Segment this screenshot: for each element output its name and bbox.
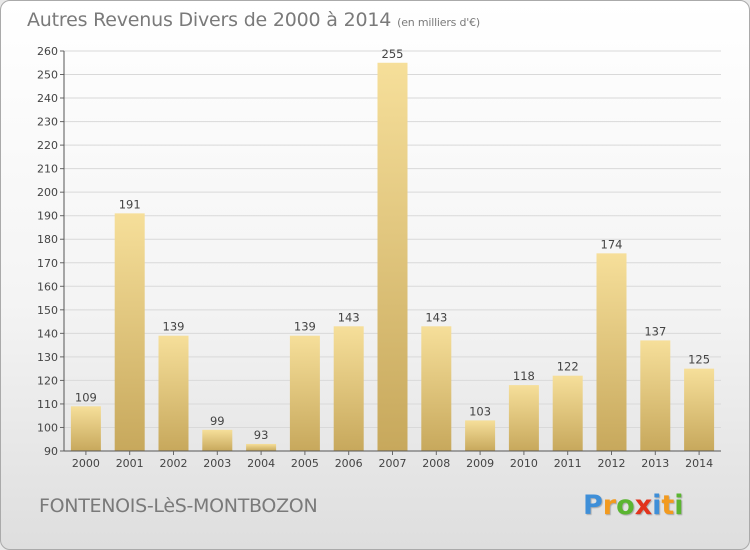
bar-2006 — [333, 326, 364, 451]
value-label-2008: 143 — [425, 310, 447, 324]
logo-letter: t — [661, 490, 675, 521]
y-tick-label: 180 — [37, 233, 58, 246]
x-tick-label-2011: 2011 — [554, 457, 582, 470]
bar-2001 — [114, 213, 145, 451]
logo-letter: o — [616, 490, 635, 521]
bar-2014 — [684, 368, 715, 451]
x-tick-label-2000: 2000 — [72, 457, 100, 470]
x-tick-label-2001: 2001 — [116, 457, 144, 470]
logo-letter: i — [674, 490, 684, 521]
y-tick-label: 190 — [37, 210, 58, 223]
y-tick-label: 250 — [37, 69, 58, 82]
value-label-2004: 93 — [254, 428, 269, 442]
bar-2005 — [289, 335, 320, 451]
x-tick-label-2007: 2007 — [379, 457, 407, 470]
x-tick-label-2012: 2012 — [598, 457, 626, 470]
y-tick-label: 230 — [37, 116, 58, 129]
logo-letter: i — [652, 490, 662, 521]
logo-letter: x — [634, 490, 653, 521]
bar-2009 — [465, 420, 496, 451]
labels: 90 100 110 120 130 140 150 160 170 180 190 200 210 22… — [37, 45, 713, 470]
x-tick-label-2008: 2008 — [422, 457, 450, 470]
proxiti-logo: Proxiti — [583, 490, 684, 521]
y-tick-label: 130 — [37, 351, 58, 364]
x-tick-label-2005: 2005 — [291, 457, 319, 470]
bar-2011 — [552, 375, 583, 451]
bar-2010 — [508, 385, 539, 451]
bar-2008 — [421, 326, 452, 451]
x-tick-label-2003: 2003 — [203, 457, 231, 470]
value-label-2003: 99 — [210, 414, 225, 428]
bar-2002 — [158, 335, 189, 451]
y-tick-label: 160 — [37, 280, 58, 293]
value-label-2013: 137 — [644, 324, 666, 338]
y-tick-label: 200 — [37, 186, 58, 199]
x-tick-label-2010: 2010 — [510, 457, 538, 470]
value-label-2010: 118 — [513, 369, 535, 383]
value-label-2000: 109 — [75, 390, 97, 404]
bar-2013 — [640, 340, 671, 451]
y-tick-label: 210 — [37, 163, 58, 176]
value-label-2014: 125 — [688, 353, 710, 367]
chart-unit: (en milliers d'€) — [397, 16, 481, 29]
value-label-2012: 174 — [601, 237, 623, 251]
bar-2000 — [70, 406, 101, 451]
x-tick-label-2004: 2004 — [247, 457, 275, 470]
bars — [70, 62, 715, 451]
chart-title: Autres Revenus Divers de 2000 à 2014 (en … — [27, 9, 480, 31]
y-tick-label: 100 — [37, 421, 58, 434]
value-label-2011: 122 — [557, 360, 579, 374]
value-label-2001: 191 — [119, 197, 141, 211]
x-tick-label-2009: 2009 — [466, 457, 494, 470]
logo-letter: P — [583, 490, 603, 521]
x-tick-label-2014: 2014 — [685, 457, 713, 470]
bar-2012 — [596, 253, 627, 451]
location-name: FONTENOIS-LèS-MONTBOZON — [39, 495, 318, 517]
bar-2007 — [377, 62, 408, 451]
value-label-2007: 255 — [382, 47, 404, 61]
y-tick-label: 170 — [37, 257, 58, 270]
y-tick-label: 220 — [37, 139, 58, 152]
y-tick-label: 120 — [37, 374, 58, 387]
bar-2003 — [202, 429, 233, 451]
value-label-2005: 139 — [294, 320, 316, 334]
y-tick-label: 260 — [37, 45, 58, 58]
value-label-2009: 103 — [469, 404, 491, 418]
chart-title-text: Autres Revenus Divers de 2000 à 2014 — [27, 9, 392, 31]
value-label-2006: 143 — [338, 310, 360, 324]
x-tick-label-2013: 2013 — [641, 457, 669, 470]
x-tick-label-2002: 2002 — [160, 457, 188, 470]
axes — [60, 50, 721, 455]
y-tick-label: 140 — [37, 327, 58, 340]
value-label-2002: 139 — [163, 320, 185, 334]
y-tick-label: 240 — [37, 92, 58, 105]
x-tick-label-2006: 2006 — [335, 457, 363, 470]
logo-letter: r — [602, 490, 617, 521]
y-tick-label: 90 — [44, 445, 58, 458]
bar-2004 — [246, 443, 277, 451]
y-tick-label: 110 — [37, 398, 58, 411]
y-tick-label: 150 — [37, 304, 58, 317]
